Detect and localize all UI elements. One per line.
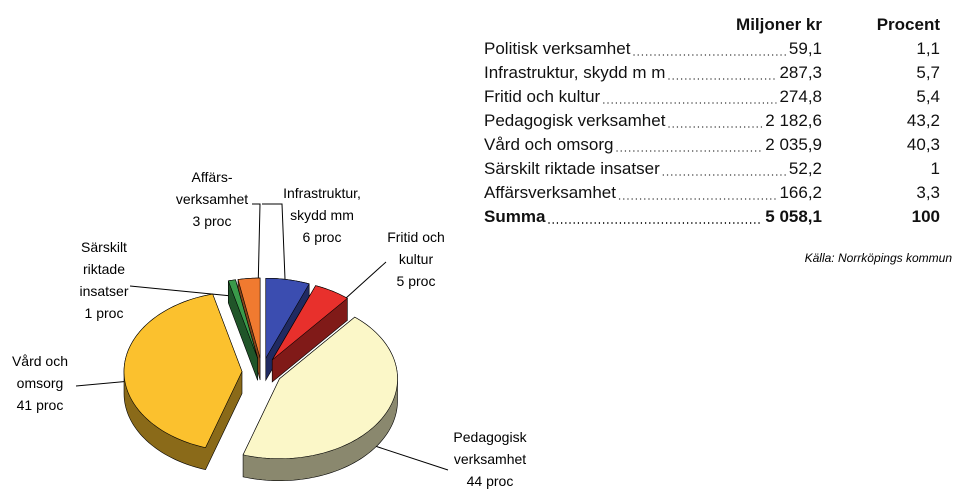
row-name: Politisk verksamhet bbox=[484, 39, 631, 58]
row-percent: 43,2 bbox=[907, 111, 940, 130]
slice bbox=[242, 316, 398, 460]
value-label: 5 proc bbox=[397, 273, 436, 289]
slice-label: Särskilt bbox=[81, 239, 127, 255]
value-label: 6 proc bbox=[303, 229, 342, 245]
slice-label: riktade bbox=[83, 261, 125, 277]
slice bbox=[123, 293, 243, 448]
slice-label: Vård och bbox=[12, 353, 68, 369]
slice-label: Fritid och bbox=[387, 229, 445, 245]
leader-line bbox=[129, 285, 233, 297]
row-name: Infrastruktur, skydd m m bbox=[484, 63, 665, 82]
slice-label: verksamhet bbox=[454, 451, 526, 467]
value-label: 44 proc bbox=[467, 473, 514, 489]
slice-label: Affärs- bbox=[192, 169, 233, 185]
row-amount: 2 035,9 bbox=[765, 135, 822, 154]
leader-line bbox=[374, 445, 449, 471]
slice bbox=[265, 277, 310, 360]
row-amount: 166,2 bbox=[779, 183, 822, 202]
row-percent: 40,3 bbox=[907, 135, 940, 154]
row-percent: 5,7 bbox=[916, 63, 940, 82]
row-amount: 59,1 bbox=[789, 39, 822, 58]
value-label: 1 proc bbox=[85, 305, 124, 321]
row-name: Vård och omsorg bbox=[484, 135, 613, 154]
leader-lines bbox=[75, 203, 449, 471]
row-percent: 5,4 bbox=[916, 87, 940, 106]
source: Källa: Norrköpings kommun bbox=[805, 251, 953, 265]
slice bbox=[271, 285, 348, 361]
slice-label: skydd mm bbox=[290, 207, 354, 223]
value-label: 41 proc bbox=[17, 397, 64, 413]
row-amount: 2 182,6 bbox=[765, 111, 822, 130]
row-amount: 5 058,1 bbox=[765, 207, 822, 226]
slice-label: insatser bbox=[79, 283, 128, 299]
row-name: Fritid och kultur bbox=[484, 87, 601, 106]
row-percent: 1 bbox=[931, 159, 940, 178]
slice bbox=[237, 277, 261, 359]
column-header: Procent bbox=[877, 15, 941, 34]
row-percent: 1,1 bbox=[916, 39, 940, 58]
row-name: Pedagogisk verksamhet bbox=[484, 111, 666, 130]
row-percent: 3,3 bbox=[916, 183, 940, 202]
leader-line bbox=[252, 203, 261, 293]
row-amount: 287,3 bbox=[779, 63, 822, 82]
row-name: Affärsverksamhet bbox=[484, 183, 616, 202]
slice-label: Pedagogisk bbox=[453, 429, 527, 445]
slice-label: Infrastruktur, bbox=[283, 185, 361, 201]
row-amount: 52,2 bbox=[789, 159, 822, 178]
slice-label: kultur bbox=[399, 251, 434, 267]
value-label: 3 proc bbox=[193, 213, 232, 229]
slice-label: verksamhet bbox=[176, 191, 248, 207]
row-amount: 274,8 bbox=[779, 87, 822, 106]
row-name: Särskilt riktade insatser bbox=[484, 159, 660, 178]
leader-line bbox=[262, 203, 287, 305]
slice-label: omsorg bbox=[17, 375, 64, 391]
column-header: Miljoner kr bbox=[736, 15, 822, 34]
row-percent: 100 bbox=[912, 207, 940, 226]
slice bbox=[227, 279, 258, 359]
row-name: Summa bbox=[484, 207, 546, 226]
